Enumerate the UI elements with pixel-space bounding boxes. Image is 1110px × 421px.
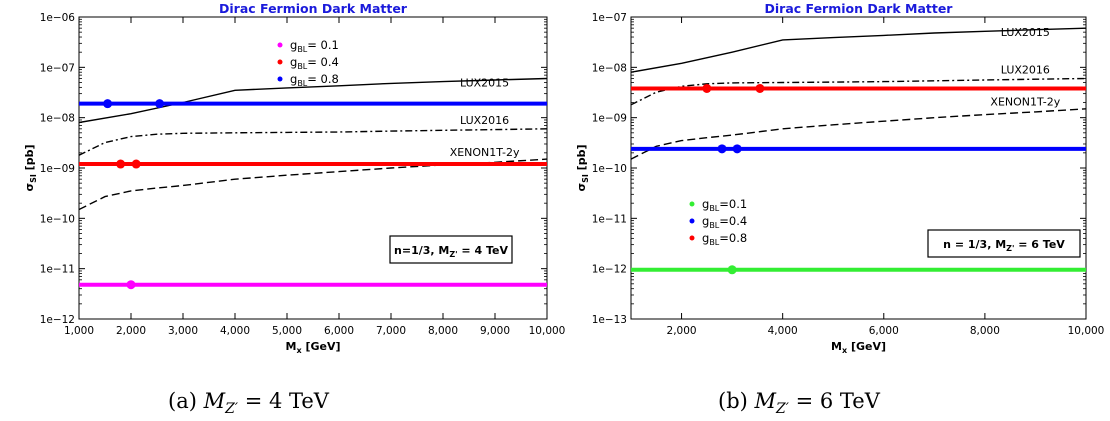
x-tick-label: 10,000 <box>1068 325 1105 337</box>
x-axis-label: Mx [GeV] <box>285 340 340 355</box>
x-tick-label: 9,000 <box>480 325 510 337</box>
series-point <box>126 280 136 290</box>
y-tick-label: 1e−06 <box>40 12 76 24</box>
x-tick-label: 6,000 <box>324 325 354 337</box>
plot-frame <box>630 16 1087 320</box>
y-tick-label: 1e−08 <box>592 62 627 74</box>
series-point <box>727 265 737 275</box>
curve-label: XENON1T-2y <box>990 95 1060 108</box>
x-tick-label: 8,000 <box>970 325 1000 337</box>
x-tick-label: 4,000 <box>220 325 250 337</box>
curve-label: LUX2015 <box>460 76 509 89</box>
x-tick-label: 2,000 <box>667 325 697 337</box>
y-axis-label: σSI [pb] <box>23 145 38 192</box>
y-tick-label: 1e−07 <box>40 62 75 74</box>
curve-label: LUX2015 <box>1001 26 1050 39</box>
y-tick-label: 1e−10 <box>592 163 627 175</box>
y-tick-label: 1e−11 <box>592 213 627 225</box>
x-tick-label: 8,000 <box>428 325 458 337</box>
annotation-box <box>389 235 513 264</box>
y-tick-label: 1e−09 <box>40 163 75 175</box>
series-point <box>131 159 141 169</box>
series-point <box>702 83 712 93</box>
x-tick-label: 7,000 <box>376 325 406 337</box>
annotation-box <box>927 229 1081 258</box>
legend-entry: gBL=0.1 <box>702 197 747 213</box>
y-tick-label: 1e−13 <box>592 314 627 326</box>
legend-marker <box>277 76 283 82</box>
legend-marker <box>689 235 695 241</box>
legend-marker <box>689 201 695 207</box>
x-tick-label: 4,000 <box>768 325 798 337</box>
x-tick-label: 10,000 <box>529 325 566 337</box>
y-tick-label: 1e−11 <box>40 264 75 276</box>
legend-marker <box>277 59 283 65</box>
legend-marker <box>689 218 695 224</box>
curve-xenon1t-2y <box>631 108 1086 160</box>
legend-entry: gBL=0.8 <box>702 231 747 247</box>
chart-panel-a: Dirac Fermion Dark Matter 1e−12 1e−11 1e−10… <box>23 1 565 355</box>
legend-entry: gBL= 0.1 <box>290 38 339 54</box>
x-axis-label: Mx [GeV] <box>831 340 886 355</box>
annotation-text: n = 1/3, MZ' = 6 TeV <box>943 238 1065 253</box>
x-tick-label: 6,000 <box>869 325 899 337</box>
caption-b: (b) MZ′ = 6 TeV <box>718 389 881 417</box>
series-point <box>732 144 742 154</box>
curve-label: LUX2016 <box>460 114 509 127</box>
y-tick-label: 1e−12 <box>592 264 627 276</box>
chart-title: Dirac Fermion Dark Matter <box>765 1 954 16</box>
curve-label: LUX2016 <box>1001 64 1050 77</box>
curve-lux2015 <box>79 77 547 124</box>
curve-label: XENON1T-2y <box>450 146 520 159</box>
legend-entry: gBL= 0.8 <box>290 72 339 88</box>
y-tick-label: 1e−07 <box>592 12 627 24</box>
x-tick-label: 2,000 <box>116 325 146 337</box>
y-tick-label: 1e−08 <box>40 113 75 125</box>
series-point <box>103 99 113 109</box>
chart-title: Dirac Fermion Dark Matter <box>219 1 408 16</box>
curve-xenon1t-2y <box>79 158 547 211</box>
legend-entry: gBL= 0.4 <box>290 55 339 71</box>
y-tick-label: 1e−12 <box>40 314 75 326</box>
y-axis-label: σSI [pb] <box>575 145 590 192</box>
series-point <box>155 99 165 109</box>
caption-a: (a) MZ′ = 4 TeV <box>168 389 330 417</box>
x-tick-label: 3,000 <box>168 325 198 337</box>
annotation-text: n=1/3, MZ' = 4 TeV <box>394 244 508 259</box>
x-tick-label: 5,000 <box>272 325 302 337</box>
series-point <box>116 159 126 169</box>
chart-panel-b: Dirac Fermion Dark Matter 1e−13 1e−12 1e−11… <box>575 1 1104 355</box>
y-tick-label: 1e−09 <box>592 113 627 125</box>
legend-entry: gBL=0.4 <box>702 214 747 230</box>
x-tick-label: 1,000 <box>64 325 94 337</box>
y-tick-label: 1e−10 <box>40 213 75 225</box>
legend-marker <box>277 42 283 48</box>
curve-lux2015 <box>631 27 1086 73</box>
series-point <box>755 83 765 93</box>
series-point <box>717 144 727 154</box>
curve-lux2016 <box>79 128 547 156</box>
